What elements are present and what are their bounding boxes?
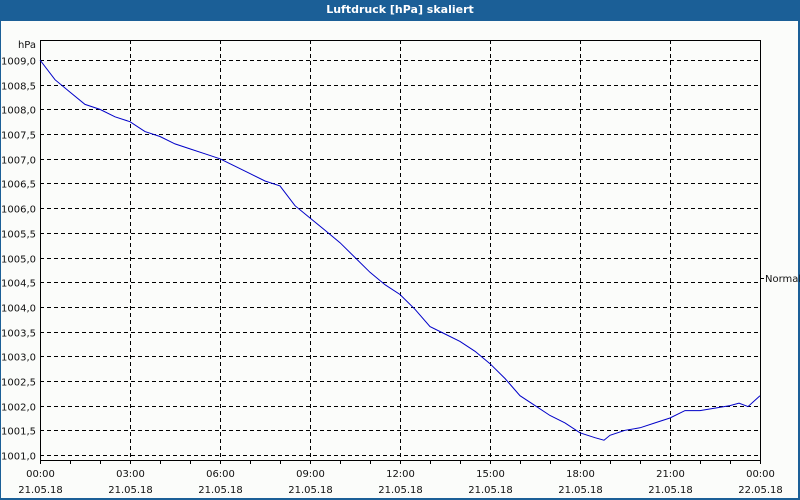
- window-title: Luftdruck [hPa] skaliert: [0, 0, 800, 21]
- y-tick-label: 1004,5: [1, 279, 36, 290]
- y-tick-label: 1002,0: [1, 403, 36, 414]
- y-tick-label: 1001,5: [1, 427, 36, 438]
- y-tick-label: 1003,5: [1, 329, 36, 340]
- x-tick-date-label: 21.05.18: [558, 485, 603, 496]
- y-tick-label: 1007,5: [1, 131, 36, 142]
- legend-label: Normal: [765, 274, 800, 285]
- x-tick-time-label: 12:00: [386, 469, 415, 480]
- x-tick-date-label: 21.05.18: [108, 485, 153, 496]
- x-tick-date-label: 21.05.18: [18, 485, 63, 496]
- y-tick-label: 1005,0: [1, 255, 36, 266]
- y-tick-label: 1006,0: [1, 205, 36, 216]
- plot-frame: [40, 40, 761, 461]
- y-tick-label: 1005,5: [1, 230, 36, 241]
- y-tick-label: 1001,0: [1, 452, 36, 463]
- x-tick-time-label: 00:00: [26, 469, 55, 480]
- x-tick-date-label: 21.05.18: [198, 485, 243, 496]
- x-tick-date-label: 21.05.18: [288, 485, 333, 496]
- y-tick-label: 1006,5: [1, 180, 36, 191]
- x-tick-time-label: 15:00: [476, 469, 505, 480]
- x-tick-time-label: 06:00: [206, 469, 235, 480]
- x-tick-time-label: 18:00: [566, 469, 595, 480]
- x-tick-time-label: 00:00: [746, 469, 775, 480]
- x-tick-date-label: 21.05.18: [378, 485, 423, 496]
- x-tick-date-label: 21.05.18: [468, 485, 513, 496]
- y-tick-label: 1008,0: [1, 106, 36, 117]
- y-tick-label: 1007,0: [1, 156, 36, 167]
- y-tick-label: 1008,5: [1, 82, 36, 93]
- x-tick-date-label: 21.05.18: [648, 485, 693, 496]
- x-tick-time-label: 21:00: [656, 469, 685, 480]
- y-tick-label: 1003,0: [1, 353, 36, 364]
- pressure-series-line: [39, 59, 761, 441]
- chart-panel: [1, 21, 798, 498]
- y-tick-label: 1002,5: [1, 378, 36, 389]
- x-tick-time-label: 03:00: [116, 469, 145, 480]
- y-tick-label: 1004,0: [1, 304, 36, 315]
- x-tick-date-label: 22.05.18: [738, 485, 783, 496]
- y-axis-unit-label: hPa: [18, 40, 36, 51]
- x-tick-time-label: 09:00: [296, 469, 325, 480]
- y-tick-label: 1009,0: [1, 57, 36, 68]
